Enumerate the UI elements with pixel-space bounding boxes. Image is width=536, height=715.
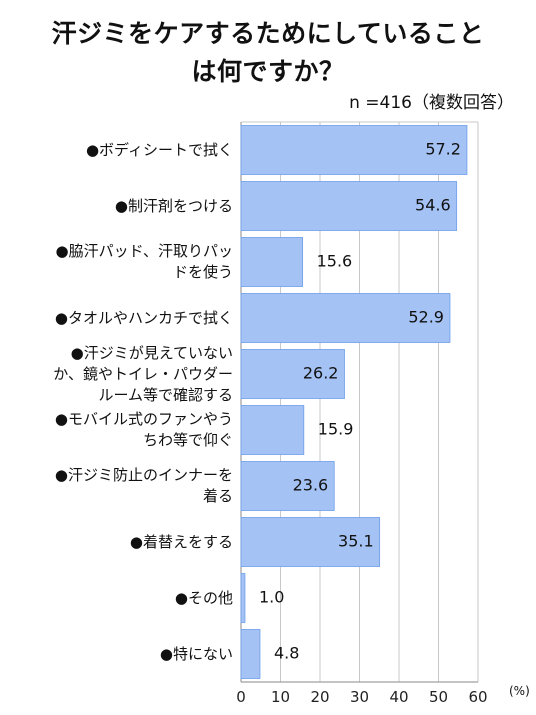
bar-5 <box>240 405 305 455</box>
x-tick-label-60: 60 <box>468 688 487 706</box>
x-tick-label-50: 50 <box>429 688 448 706</box>
category-label-line: ●脇汗パッド、汗取りパッ <box>55 242 234 260</box>
x-tick-label-40: 40 <box>389 688 408 706</box>
category-label: ●タオルやハンカチで拭く <box>7 290 233 346</box>
category-label-line: ●その他 <box>174 588 233 607</box>
x-tick-label-0: 0 <box>236 688 246 706</box>
bar-4 <box>240 349 345 399</box>
value-label-5: 15.9 <box>318 420 354 439</box>
category-label-line: ●特にない <box>159 644 233 663</box>
category-label-line: ●汗ジミ防止のインナーを <box>54 466 233 484</box>
category-label: ●その他 <box>7 570 233 626</box>
category-label-line: ●モバイル式のファンやう <box>54 410 233 428</box>
chart-title-line-1: 汗ジミをケアするためにしていること <box>51 19 485 48</box>
chart-title-line-2: は何ですか？ <box>191 57 345 86</box>
x-tick-label-20: 20 <box>310 688 329 706</box>
category-label: ●汗ジミ防止のインナーを着る <box>7 458 233 514</box>
category-label-line: ●着替えをする <box>129 532 233 551</box>
value-label-8: 1.0 <box>259 588 284 607</box>
value-label-1: 54.6 <box>415 196 451 215</box>
bar-6 <box>240 461 335 511</box>
category-label-line: ルーム等で確認する <box>98 385 233 404</box>
category-label-line: ちわ等で仰ぐ <box>142 431 233 449</box>
bar-0 <box>240 125 468 175</box>
x-tick-label-10: 10 <box>271 688 290 706</box>
category-label-line: ●ボディシートで拭く <box>85 140 233 159</box>
value-label-3: 52.9 <box>408 308 444 327</box>
category-label: ●脇汗パッド、汗取りパッドを使う <box>7 234 234 290</box>
x-tick-label-30: 30 <box>350 688 369 706</box>
category-label: ●制汗剤をつける <box>7 178 233 234</box>
bar-1 <box>240 181 458 231</box>
bar-7 <box>240 517 381 567</box>
category-label: ●特にない <box>7 626 233 682</box>
bar-2 <box>240 237 304 287</box>
category-label-line: ドを使う <box>172 263 233 281</box>
category-label: ●汗ジミが見えていないか、鏡やトイレ・パウダールーム等で確認する <box>7 343 233 404</box>
category-label-line: 着る <box>202 487 233 505</box>
category-label-line: か、鏡やトイレ・パウダー <box>53 364 233 383</box>
value-label-4: 26.2 <box>303 364 339 383</box>
bar-9 <box>240 629 261 679</box>
value-label-7: 35.1 <box>338 532 374 551</box>
x-axis-unit: (%) <box>509 684 530 698</box>
sample-note: n =416（複数回答） <box>349 93 514 113</box>
category-label-line: ●制汗剤をつける <box>114 196 233 215</box>
value-label-0: 57.2 <box>425 140 461 159</box>
value-label-2: 15.6 <box>317 252 353 271</box>
bar-8 <box>240 573 246 623</box>
category-label-line: ●汗ジミが見えていない <box>70 343 233 362</box>
category-label: ●ボディシートで拭く <box>7 122 233 178</box>
category-label: ●着替えをする <box>7 514 233 570</box>
category-label: ●モバイル式のファンやうちわ等で仰ぐ <box>7 402 233 458</box>
bar-3 <box>240 293 451 343</box>
value-label-6: 23.6 <box>293 476 329 495</box>
category-label-line: ●タオルやハンカチで拭く <box>54 308 233 327</box>
value-label-9: 4.8 <box>274 644 299 663</box>
